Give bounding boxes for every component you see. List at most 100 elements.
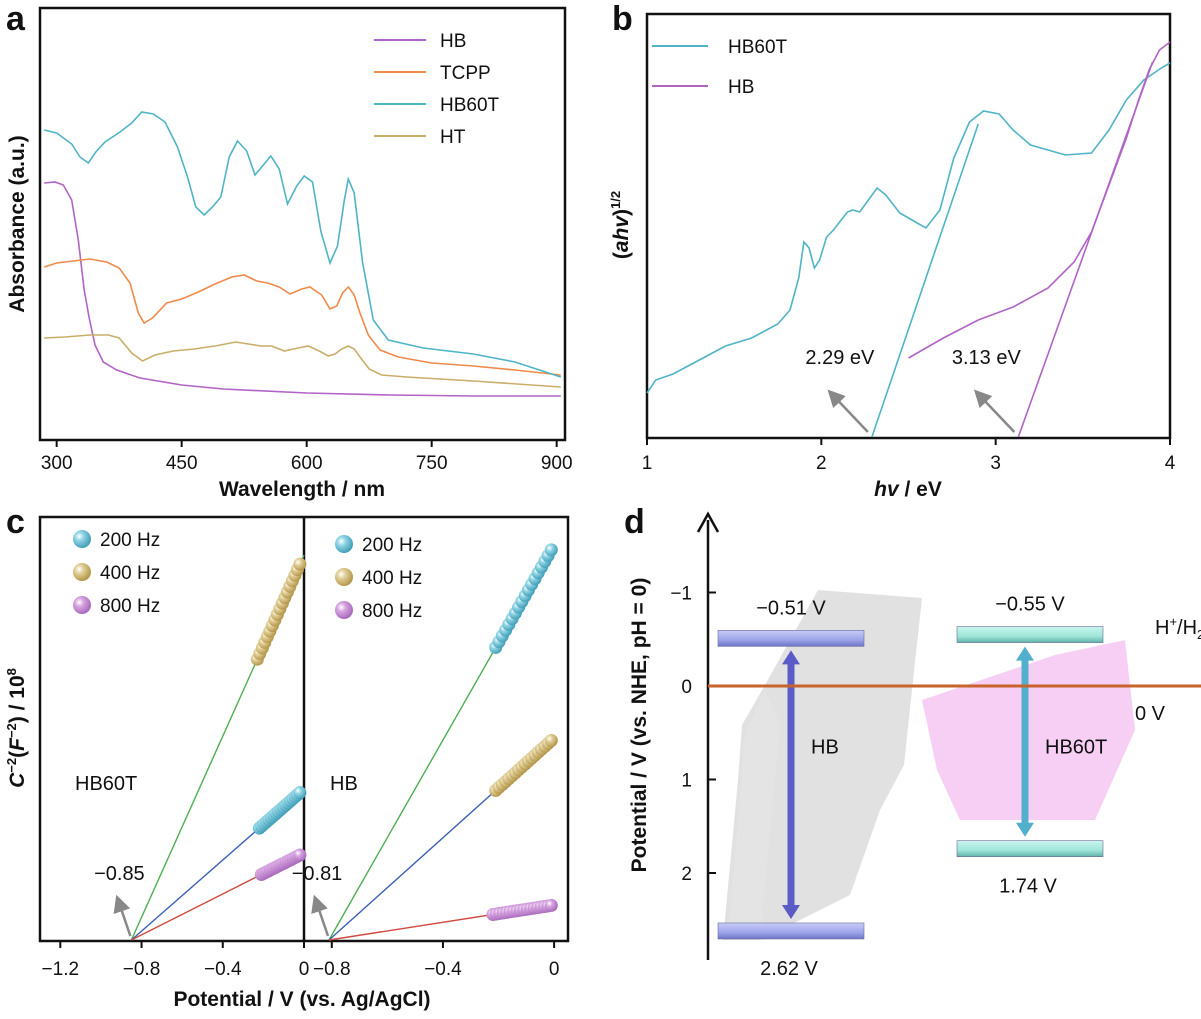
- x-tick-label-b: 4: [1165, 453, 1176, 474]
- legend-label-800-hz: 800 Hz: [362, 601, 422, 622]
- intercept-arrow-hb60t: [113, 894, 132, 937]
- legend-label-400-hz: 400 Hz: [362, 568, 422, 589]
- panel-d: d −1 0 1 2 −0.51 V 2.62 V HB −0.55 V 1.74 V HB60…: [624, 503, 1201, 980]
- x-axis-title-c: Potential / V (vs. Ag/AgCl): [173, 988, 430, 1011]
- x-tick-label-c: −0.4: [424, 959, 462, 980]
- annotation-arrow-b: [973, 389, 1016, 433]
- data-point-hb-400-hz: [544, 734, 558, 747]
- legend-c: 200 Hz 400 Hz 800 Hz 200 Hz 400 Hz 800 Hz: [73, 530, 422, 622]
- x-axis-title-a: Wavelength / nm: [219, 478, 385, 501]
- intercept-arrow-hb: [311, 894, 330, 937]
- y-ticks-d: −1 0 1 2: [670, 584, 716, 885]
- x-tick-label-c: −0.4: [204, 959, 242, 980]
- legend-marker-200-hz: [335, 535, 353, 553]
- data-point-hb60t-800-hz: [293, 848, 307, 862]
- cb-value-label-hb60t: −0.55 V: [995, 594, 1065, 616]
- y-tick-label-d: −1: [670, 584, 692, 605]
- redox-couple-label: H+/H2: [1155, 614, 1201, 642]
- x-ticks-b: 1 2 3 4: [642, 438, 1176, 474]
- legend-a: HB TCPP HB60T HT: [374, 31, 500, 148]
- subplot-label-hb: HB: [330, 773, 358, 795]
- y-axis-title-d: Potential / V (vs. NHE, pH = 0): [628, 578, 651, 873]
- legend-label-200-hz: 200 Hz: [100, 530, 160, 551]
- panel-letter-c: c: [6, 503, 25, 541]
- hb-shadow-shape: [723, 590, 922, 940]
- data-point-hb-200-hz: [544, 543, 558, 557]
- conduction-band-hb: [717, 630, 865, 647]
- tangent-line-hb60t: [871, 123, 979, 438]
- x-tick-label-c: 0: [299, 959, 310, 980]
- band-gap-arrow-head-bottom-hb: [782, 904, 800, 919]
- series-line-hb60t: [44, 111, 562, 378]
- x-ticks-c: −1.2 −0.8 −0.4 0 −0.8 −0.4 0: [42, 941, 560, 980]
- series-line-hb: [44, 181, 561, 397]
- annotations-b: 2.29 eV 3.13 eV: [805, 347, 1021, 433]
- x-tick-label-a: 900: [541, 453, 573, 474]
- series-group-a: [43, 111, 562, 397]
- legend-marker-200-hz: [73, 530, 91, 548]
- data-point-hb60t-400-hz: [293, 557, 307, 571]
- y-axis-title-a: Absorbance (a.u.): [6, 135, 29, 312]
- legend-marker-800-hz: [335, 601, 353, 619]
- band-gap-arrow-head-bottom-hb60t: [1016, 822, 1034, 837]
- plot-frame-a: [38, 6, 567, 442]
- legend-label-800-hz: 800 Hz: [100, 596, 160, 617]
- x-tick-label-c: −1.2: [42, 959, 80, 980]
- band-gap-arrow-head-top-hb: [782, 650, 800, 665]
- subplot-label-hb60t: HB60T: [75, 773, 137, 795]
- data-point-hb-800-hz: [544, 898, 558, 912]
- plot-frame-b: [645, 12, 1172, 440]
- series-line-hb60t: [646, 62, 1171, 394]
- panel-b: b HB60T HB 1 2 3 4 2.29 eV 3.13 eV hv / eV (a…: [608, 0, 1176, 501]
- y-axis-title-b: (ahv)1/2: [608, 191, 633, 259]
- x-ticks-a: 300 450 600 750 900: [41, 440, 573, 474]
- panel-c: c 200 Hz 400 Hz 800 Hz 200 Hz 400 Hz 800 Hz −…: [4, 503, 570, 1011]
- cb-value-label-hb: −0.51 V: [756, 597, 826, 619]
- x-tick-label-c: 0: [549, 959, 560, 980]
- legend-label-hb60t: HB60T: [728, 37, 788, 58]
- legend-label-tcpp: TCPP: [440, 63, 491, 84]
- y-tick-label-d: 0: [681, 677, 692, 698]
- x-tick-label-c: −0.8: [313, 959, 351, 980]
- valence-band-hb60t: [956, 840, 1104, 857]
- y-tick-label-d: 1: [681, 771, 692, 792]
- panel-a: a HB TCPP HB60T HT 300 450 600 750 900 Waveleng…: [6, 0, 573, 501]
- legend-marker-400-hz: [73, 563, 91, 581]
- series-line-tcpp: [43, 258, 561, 376]
- tangent-lines-b: [871, 61, 1154, 438]
- vb-value-label-hb: 2.62 V: [760, 958, 818, 980]
- band-gap-arrow-head-top-hb60t: [1016, 646, 1034, 661]
- data-point-hb60t-200-hz: [293, 786, 307, 800]
- panel-letter-d: d: [624, 503, 645, 541]
- y-axis-arrowhead-d: [696, 511, 720, 533]
- y-axis-title-c: C−2(F−2) / 108: [4, 668, 29, 788]
- panel-letter-a: a: [6, 0, 26, 38]
- series-line-ht: [44, 334, 561, 388]
- annotation-label-b: 2.29 eV: [805, 347, 875, 369]
- annotation-arrow-b: [827, 389, 869, 433]
- legend-label-hb: HB: [440, 31, 466, 52]
- legend-label-hb: HB: [728, 77, 754, 98]
- tangent-line-hb: [1017, 61, 1154, 438]
- band-name-label-hb: HB: [811, 736, 839, 758]
- y-tick-label-d: 2: [681, 864, 692, 885]
- valence-band-hb: [717, 922, 865, 940]
- x-tick-label-c: −0.8: [123, 959, 161, 980]
- legend-b: HB60T HB: [652, 37, 788, 98]
- intercept-label-hb: −0.81: [292, 863, 343, 885]
- series-group-b: [646, 41, 1171, 394]
- data-points-c: [250, 543, 558, 921]
- series-line-hb: [908, 41, 1171, 359]
- band-name-label-hb60t: HB60T: [1045, 736, 1107, 758]
- legend-label-400-hz: 400 Hz: [100, 563, 160, 584]
- x-tick-label-a: 600: [291, 453, 323, 474]
- x-tick-label-b: 1: [642, 453, 653, 474]
- hb-shadow-highlight: [728, 690, 780, 940]
- x-axis-title-b: hv / eV: [874, 478, 942, 501]
- legend-label-hb60t: HB60T: [440, 95, 500, 116]
- zero-line-label: 0 V: [1135, 703, 1166, 725]
- legend-marker-800-hz: [73, 596, 91, 614]
- legend-label-ht: HT: [440, 127, 466, 148]
- band-levels-d: −0.51 V 2.62 V HB −0.55 V 1.74 V HB60T: [717, 594, 1107, 980]
